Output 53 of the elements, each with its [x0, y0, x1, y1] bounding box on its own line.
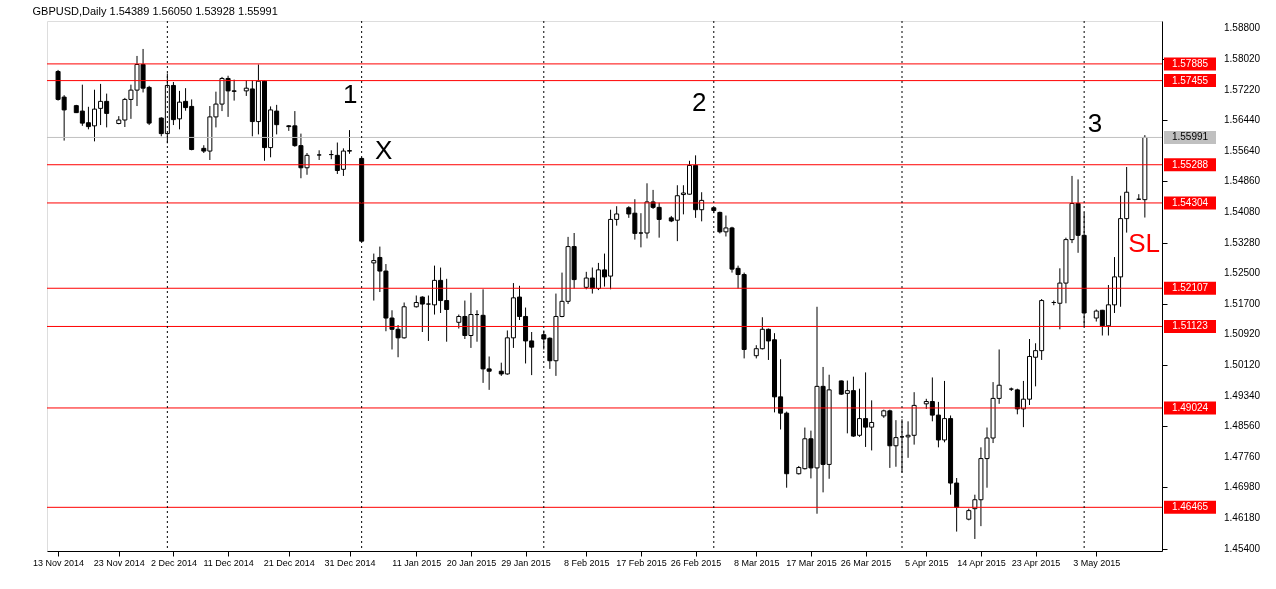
y-tick-label: 1.54860 — [1224, 175, 1261, 187]
y-tick-label: 1.57220 — [1224, 83, 1261, 95]
ref-line-label: 1.57455 — [1171, 74, 1209, 86]
ref-line-label: 1.51123 — [1172, 320, 1209, 332]
y-tick-label: 1.50120 — [1224, 359, 1261, 371]
x-tick-label: 3 May 2015 — [1073, 557, 1121, 568]
x-tick-label: 26 Mar 2015 — [840, 557, 892, 568]
x-tick-label: 11 Jan 2015 — [392, 557, 442, 568]
y-tick-label: 1.50920 — [1224, 328, 1261, 340]
y-tick-label: 1.45400 — [1224, 542, 1261, 554]
x-tick-label: 17 Feb 2015 — [616, 557, 667, 568]
x-tick-label: 2 Dec 2014 — [150, 557, 197, 568]
y-tick-label: 1.47760 — [1224, 451, 1261, 463]
y-tick-label: 1.58020 — [1224, 52, 1261, 64]
x-tick-label: 23 Nov 2014 — [93, 557, 145, 568]
y-tick-label: 1.54080 — [1224, 205, 1261, 217]
x-tick-label: 11 Dec 2014 — [203, 557, 254, 568]
ref-line-label: 1.57885 — [1171, 57, 1209, 69]
x-tick-label: 5 Apr 2015 — [905, 557, 949, 568]
x-tick-label: 20 Jan 2015 — [446, 557, 497, 568]
x-tick-label: 26 Feb 2015 — [670, 557, 722, 568]
x-tick-label: 17 Mar 2015 — [786, 557, 837, 568]
y-tick-label: 1.48560 — [1224, 419, 1261, 431]
x-tick-label: 13 Nov 2014 — [33, 557, 85, 568]
ref-line-label: 1.52107 — [1171, 282, 1209, 294]
x-tick-label: 8 Feb 2015 — [564, 557, 610, 568]
x-tick-label: 29 Jan 2015 — [501, 557, 551, 568]
annotation: 3 — [1087, 108, 1103, 139]
ref-line-label: 1.49024 — [1171, 401, 1209, 413]
x-tick-label: 21 Dec 2014 — [263, 557, 315, 568]
y-tick-label: 1.46180 — [1224, 512, 1261, 524]
y-tick-label: 1.56440 — [1224, 114, 1261, 126]
x-tick-label: 8 Mar 2015 — [734, 557, 780, 568]
annotation: 1 — [343, 79, 358, 110]
candlestick — [316, 149, 322, 161]
annotation: X — [375, 134, 393, 165]
annotation: SL — [1128, 227, 1161, 258]
chart-title: GBPUSD,Daily 1.54389 1.56050 1.53928 1.55991 — [32, 4, 278, 17]
ref-line-label: 1.54304 — [1171, 196, 1209, 208]
annotation: 2 — [692, 87, 707, 118]
y-tick-label: 1.49340 — [1224, 389, 1261, 401]
ref-line-label: 1.46465 — [1171, 501, 1209, 513]
x-tick-label: 14 Apr 2015 — [957, 557, 1006, 568]
y-tick-label: 1.55640 — [1224, 145, 1261, 157]
x-tick-label: 31 Dec 2014 — [324, 557, 376, 568]
ref-line-label: 1.55288 — [1171, 158, 1209, 170]
ref-line-label: 1.55991 — [1171, 131, 1209, 143]
y-tick-label: 1.52500 — [1224, 266, 1261, 278]
x-tick-label: 23 Apr 2015 — [1011, 557, 1061, 568]
y-tick-label: 1.46980 — [1224, 481, 1261, 493]
y-tick-label: 1.53280 — [1224, 236, 1261, 248]
y-tick-label: 1.58800 — [1224, 22, 1261, 34]
y-tick-label: 1.51700 — [1224, 298, 1261, 310]
